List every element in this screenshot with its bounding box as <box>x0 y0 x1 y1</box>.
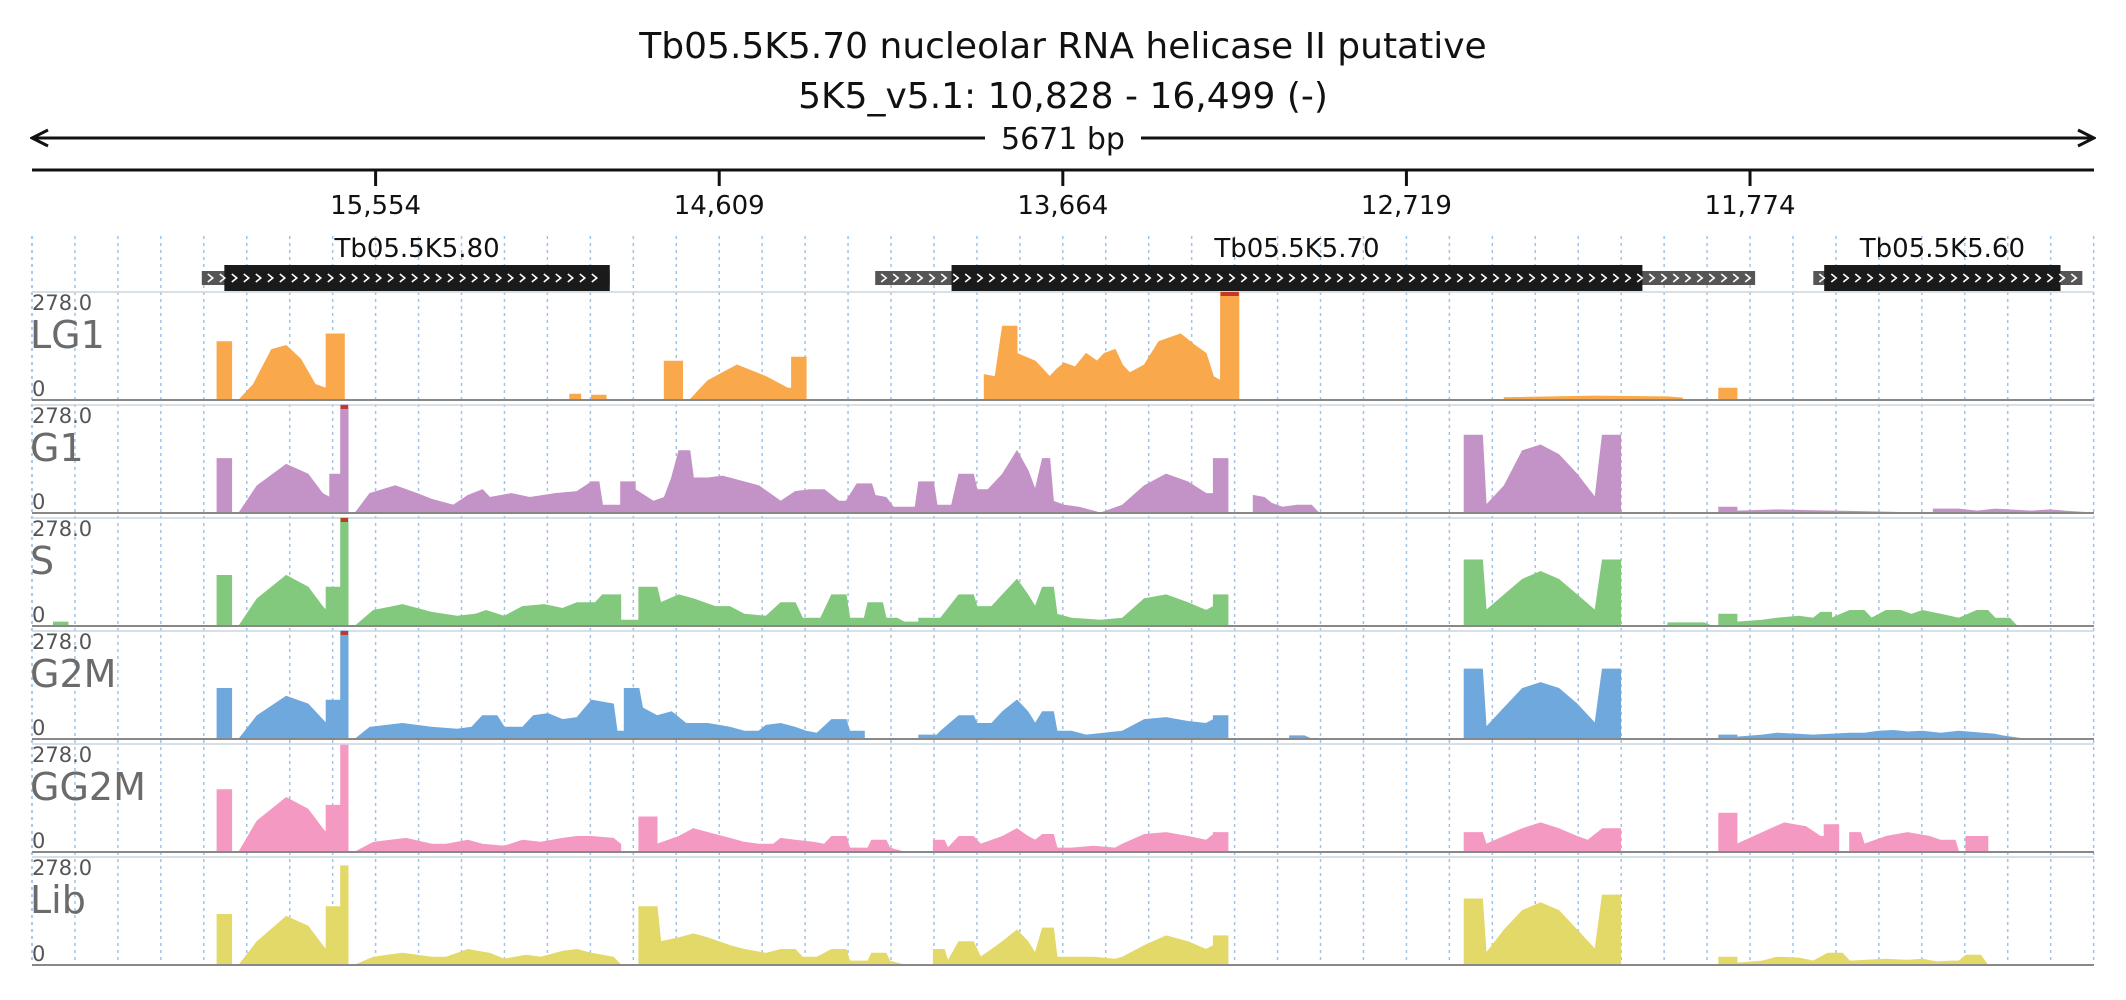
track-min-label: 0 <box>32 716 45 740</box>
coverage-track: 278.0 0 S <box>30 517 2094 627</box>
axis-tick-label: 14,609 <box>674 191 765 221</box>
strand-chevrons <box>880 273 1752 283</box>
chart-subtitle: 5K5_v5.1: 10,828 - 16,499 (-) <box>798 76 1328 117</box>
axis-tick-label: 15,554 <box>330 191 421 221</box>
axis-tick-label: 11,774 <box>1705 191 1796 221</box>
coverage-track: 278.0 0 LG1 <box>30 291 2094 401</box>
gene-label: Tb05.5K5.80 <box>333 234 499 264</box>
span-label: 5671 bp <box>1001 122 1125 157</box>
track-name: GG2M <box>30 765 146 809</box>
gene-label: Tb05.5K5.70 <box>1213 234 1379 264</box>
axis-tick-label: 12,719 <box>1361 191 1452 221</box>
track-max-label: 278.0 <box>32 630 92 654</box>
coverage-area <box>32 517 2094 627</box>
coverage-area <box>32 865 2094 966</box>
gene-model[interactable]: Tb05.5K5.60 <box>1813 234 2083 291</box>
track-name: G1 <box>30 426 84 470</box>
track-name: LG1 <box>30 313 105 357</box>
clip-marker <box>340 405 348 409</box>
clip-marker <box>340 518 348 522</box>
gene-model[interactable]: Tb05.5K5.70 <box>875 234 1756 291</box>
coverage-track: 278.0 0 G2M <box>30 630 2094 740</box>
clip-marker <box>340 631 348 635</box>
gene-models: Tb05.5K5.80 Tb05.5K5.70 Tb05.5K5.60 <box>201 234 2083 291</box>
chart-title: Tb05.5K5.70 nucleolar RNA helicase II pu… <box>638 26 1486 67</box>
coverage-track: 278.0 0 G1 <box>30 404 2095 514</box>
coverage-area <box>32 404 2095 514</box>
coverage-area <box>32 291 2094 401</box>
track-min-label: 0 <box>32 377 45 401</box>
coverage-track: 278.0 0 GG2M <box>30 743 2094 853</box>
coverage-area <box>32 744 2094 853</box>
coverage-tracks: 278.00LG1278.00G1278.00S278.00G2M278.00G… <box>30 291 2095 966</box>
coverage-track: 278.0 0 Lib <box>30 856 2094 966</box>
coordinate-ticks: 15,554 14,609 13,664 12,719 11,774 <box>330 170 1796 221</box>
track-max-label: 278.0 <box>32 291 92 315</box>
strand-chevrons <box>1818 273 2078 283</box>
track-min-label: 0 <box>32 942 45 966</box>
track-name: G2M <box>30 652 116 696</box>
span-label-bg <box>985 118 1141 158</box>
track-min-label: 0 <box>32 490 45 514</box>
gene-model[interactable]: Tb05.5K5.80 <box>201 234 610 291</box>
track-min-label: 0 <box>32 603 45 627</box>
strand-chevrons <box>207 273 599 283</box>
clip-marker <box>1220 292 1239 296</box>
gene-cds <box>1824 265 2061 291</box>
track-name: Lib <box>30 878 86 922</box>
track-min-label: 0 <box>32 829 45 853</box>
track-name: S <box>30 539 54 583</box>
track-max-label: 278.0 <box>32 856 92 880</box>
track-max-label: 278.0 <box>32 743 92 767</box>
track-max-label: 278.0 <box>32 517 92 541</box>
track-max-label: 278.0 <box>32 404 92 428</box>
gene-label: Tb05.5K5.60 <box>1859 234 2025 264</box>
axis-tick-label: 13,664 <box>1017 191 1108 221</box>
